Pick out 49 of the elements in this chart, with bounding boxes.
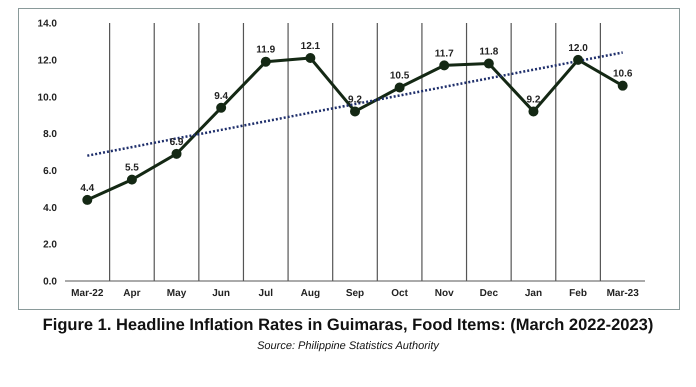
- text: Figure 1. Headline Inflation Rates in Guimaras, Food Items: (March 2022-2023): [42, 316, 654, 335]
- x-tick-label: Oct: [391, 288, 409, 300]
- y-tick-label: 0.0: [43, 276, 58, 288]
- y-tick-label: 6.0: [43, 166, 58, 177]
- y-tick-label: 2.0: [43, 240, 58, 251]
- data-label: 11.7: [434, 48, 454, 60]
- point: [305, 53, 316, 64]
- source-note: Source: Philippine Statistics Authority: [256, 340, 440, 352]
- point: [484, 58, 494, 69]
- data-label: 11.8: [479, 46, 499, 58]
- data-label: 10.6: [612, 68, 633, 80]
- x-tick-label: Mar-23: [606, 288, 640, 300]
- data-label: 12.0: [568, 42, 588, 54]
- x-tick-label: Sep: [346, 288, 364, 300]
- x-tick-label: Nov: [434, 288, 454, 300]
- point: [216, 102, 226, 113]
- data-label: 9.4: [214, 90, 229, 102]
- data-label: 9.2: [526, 94, 541, 106]
- point: [618, 80, 628, 91]
- x-tick-label: Jun: [212, 288, 230, 300]
- point: [528, 106, 538, 116]
- x-tick-label: Apr: [123, 288, 141, 300]
- point: [573, 54, 584, 65]
- point: [394, 82, 405, 92]
- point: [350, 106, 360, 116]
- y-tick-label: 14.0: [38, 18, 58, 30]
- data-label: 11.9: [256, 44, 276, 56]
- point: [439, 60, 450, 70]
- data-label: 6.9: [170, 136, 184, 148]
- x-tick-label: Feb: [569, 288, 587, 300]
- y-tick-label: 12.0: [38, 55, 58, 66]
- x-tick-label: May: [166, 288, 187, 300]
- point: [126, 174, 137, 185]
- y-tick-label: 10.0: [38, 92, 58, 104]
- point: [172, 148, 182, 159]
- x-tick-label: Aug: [300, 288, 320, 300]
- point: [260, 56, 271, 67]
- data-label: 5.5: [124, 162, 140, 174]
- x-tick-label: Mar-22: [71, 288, 104, 300]
- data-label: 9.2: [348, 94, 362, 106]
- y-tick-label: 4.0: [43, 202, 58, 214]
- data-label: 10.5: [390, 70, 410, 82]
- x-tick-label: Jul: [258, 288, 274, 300]
- data-label: 4.4: [80, 182, 95, 194]
- x-tick-label: Dec: [480, 288, 498, 300]
- data-label: 12.1: [300, 41, 321, 52]
- point: [82, 194, 92, 205]
- y-tick-label: 8.0: [43, 129, 58, 140]
- x-tick-label: Jan: [524, 288, 542, 300]
